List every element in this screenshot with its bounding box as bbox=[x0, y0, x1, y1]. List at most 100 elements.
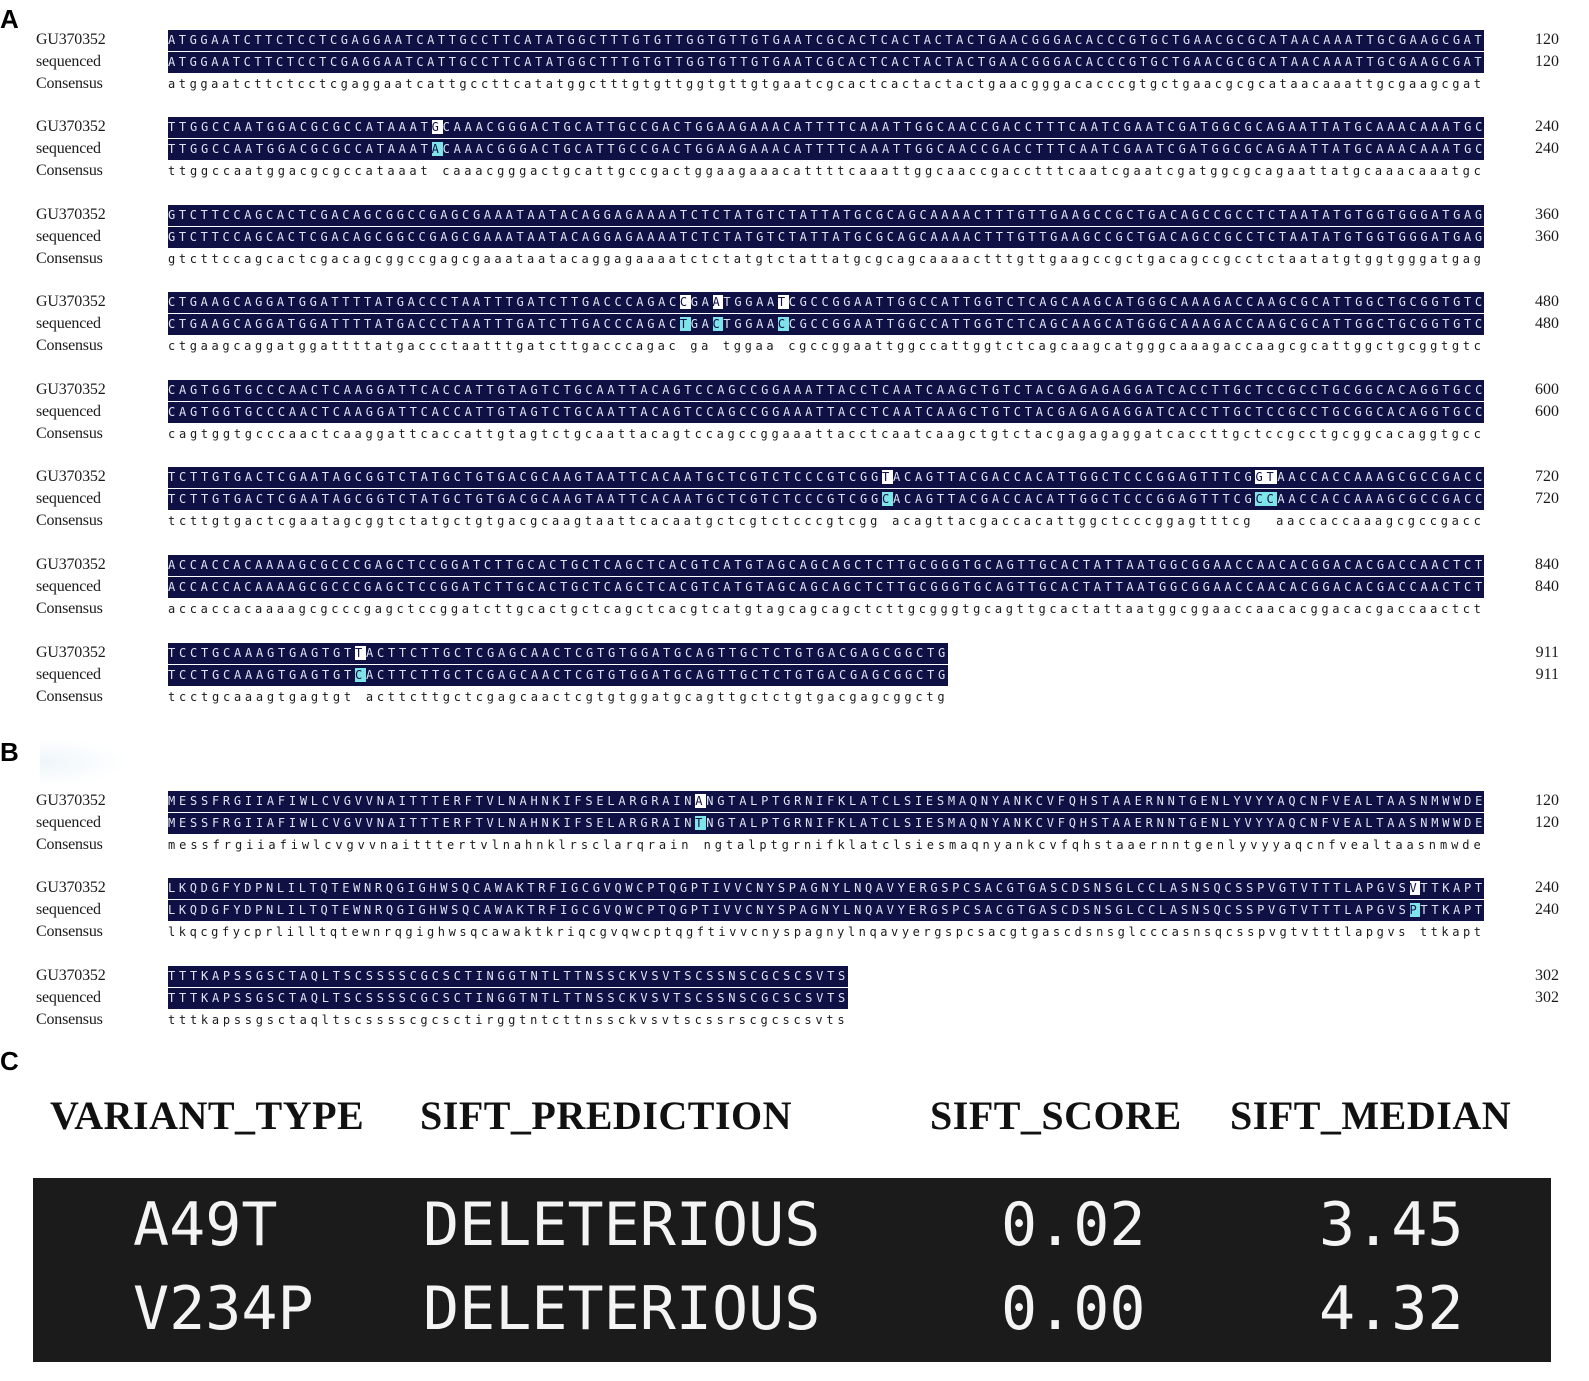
sequence-ref: TTTKAPSSGSCTAQLTSCSSSSCGCSCTINGGTNTLTTNS… bbox=[168, 966, 848, 987]
row-label-cons: Consensus bbox=[36, 923, 103, 940]
mismatch-highlight: C bbox=[1266, 492, 1278, 506]
position-number: 120 bbox=[1535, 53, 1559, 70]
sequence-ref: CTGAAGCAGGATGGATTTTATGACCCTAATTTGATCTTGA… bbox=[168, 292, 1484, 313]
mismatch-highlight: C bbox=[777, 317, 789, 331]
row-label-seq: sequenced bbox=[36, 989, 101, 1006]
sequence-seq: ACCACCACAAAAGCGCCCGAGCTCCGGATCTTGCACTGCT… bbox=[168, 577, 1484, 598]
row2-variant: V234P bbox=[133, 1274, 314, 1344]
mismatch-highlight: P bbox=[1409, 903, 1421, 917]
dna-block-3-ref-row: GU370352 GTCTTCCAGCACTCGACAGCGGCCGAGCGAAA… bbox=[0, 205, 1589, 227]
dna-block-4-seq-row: sequenced CTGAAGCAGGATGGATTTTATGACCCTAATT… bbox=[0, 314, 1589, 336]
row-label-seq: sequenced bbox=[36, 814, 101, 831]
position-number: 720 bbox=[1535, 490, 1559, 507]
sequence-seq: GTCTTCCAGCACTCGACAGCGGCCGAGCGAAATAATACAG… bbox=[168, 227, 1484, 248]
dna-block-7-seq-row: sequenced ACCACCACAAAAGCGCCCGAGCTCCGGATCT… bbox=[0, 577, 1589, 599]
protein-block-1-cons-row: Consensus messfrgiiafiwlcvgvvnaitttertvln… bbox=[0, 835, 1589, 857]
panel-label-c: C bbox=[0, 1046, 19, 1076]
row-label-cons: Consensus bbox=[36, 1011, 103, 1028]
protein-block-3-ref-row: GU370352 TTTKAPSSGSCTAQLTSCSSSSCGCSCTINGG… bbox=[0, 966, 1589, 988]
sequence-seq: TCTTGTGACTCGAATAGCGGTCTATGCTGTGACGCAAGTA… bbox=[168, 489, 1484, 510]
row1-score: 0.02 bbox=[1001, 1190, 1146, 1260]
sequence-ref: GTCTTCCAGCACTCGACAGCGGCCGAGCGAAATAATACAG… bbox=[168, 205, 1484, 226]
row-label-ref: GU370352 bbox=[36, 31, 106, 48]
protein-block-2-seq-row: sequenced LKQDGFYDPNLILTQTEWNRQGIGHWSQCAW… bbox=[0, 900, 1589, 922]
row1-prediction: DELETERIOUS bbox=[423, 1190, 821, 1260]
sequence-seq: TCCTGCAAAGTGAGTGTCACTTCTTGCTCGAGCAACTCGT… bbox=[168, 665, 948, 686]
mismatch-highlight: C bbox=[355, 668, 366, 682]
dna-block-5-seq-row: sequenced CAGTGGTGCCCAACTCAAGGATTCACCATTG… bbox=[0, 402, 1589, 424]
dna-block-1-cons-row: Consensus atggaatcttctcctcgaggaatcattgcct… bbox=[0, 74, 1589, 96]
position-number: 120 bbox=[1535, 814, 1559, 831]
position-number: 360 bbox=[1535, 228, 1559, 245]
position-number: 302 bbox=[1535, 967, 1559, 984]
sequence-cons: tcctgcaaagtgagtgt acttcttgctcgagcaactcgt… bbox=[168, 690, 948, 704]
sequence-ref: ATGGAATCTTCTCCTCGAGGAATCATTGCCTTCATATGGC… bbox=[168, 30, 1484, 51]
row-label-cons: Consensus bbox=[36, 512, 103, 529]
dna-block-2-cons-row: Consensus ttggccaatggacgcgccataaat caaacg… bbox=[0, 161, 1589, 183]
mismatch-reference: T bbox=[1266, 470, 1278, 484]
row-label-ref: GU370352 bbox=[36, 967, 106, 984]
header-variant-type: VARIANT_TYPE bbox=[50, 1093, 365, 1138]
sift-table-body: A49T DELETERIOUS 0.02 3.45 V234P DELETER… bbox=[33, 1178, 1551, 1362]
mismatch-highlight: T bbox=[679, 317, 691, 331]
position-number: 120 bbox=[1535, 792, 1559, 809]
dna-block-2-seq-row: sequenced TTGGCCAATGGACGCGCCATAAATACAAACG… bbox=[0, 139, 1589, 161]
protein-block-1-ref-row: GU370352 MESSFRGIIAFIWLCVGVVNAITTTERFTVLN… bbox=[0, 791, 1589, 813]
protein-block-1-seq-row: sequenced MESSFRGIIAFIWLCVGVVNAITTTERFTVL… bbox=[0, 813, 1589, 835]
dna-block-3-seq-row: sequenced GTCTTCCAGCACTCGACAGCGGCCGAGCGAA… bbox=[0, 227, 1589, 249]
mismatch-highlight: C bbox=[1255, 492, 1267, 506]
position-number: 120 bbox=[1535, 31, 1559, 48]
position-number: 720 bbox=[1535, 468, 1559, 485]
dna-block-4-cons-row: Consensus ctgaagcaggatggattttatgaccctaatt… bbox=[0, 336, 1589, 358]
sequence-ref: TTGGCCAATGGACGCGCCATAAATGCAAACGGGACTGCAT… bbox=[168, 117, 1484, 138]
row-label-ref: GU370352 bbox=[36, 118, 106, 135]
row-label-ref: GU370352 bbox=[36, 879, 106, 896]
sequence-cons: cagtggtgcccaactcaaggattcaccattgtagtctgca… bbox=[168, 427, 1484, 441]
dna-block-8-cons-row: Consensus tcctgcaaagtgagtgt acttcttgctcga… bbox=[0, 687, 1589, 709]
dna-block-1-seq-row: sequenced ATGGAATCTTCTCCTCGAGGAATCATTGCCT… bbox=[0, 52, 1589, 74]
sequence-cons: ttggccaatggacgcgccataaat caaacgggactgcat… bbox=[168, 164, 1484, 178]
row-label-cons: Consensus bbox=[36, 250, 103, 267]
row-label-seq: sequenced bbox=[36, 578, 101, 595]
row-label-seq: sequenced bbox=[36, 53, 101, 70]
row-label-cons: Consensus bbox=[36, 162, 103, 179]
row-label-seq: sequenced bbox=[36, 228, 101, 245]
position-number: 480 bbox=[1535, 293, 1559, 310]
sequence-ref: TCTTGTGACTCGAATAGCGGTCTATGCTGTGACGCAAGTA… bbox=[168, 467, 1484, 488]
sequence-ref: ACCACCACAAAAGCGCCCGAGCTCCGGATCTTGCACTGCT… bbox=[168, 555, 1484, 576]
row-label-cons: Consensus bbox=[36, 688, 103, 705]
mismatch-highlight: A bbox=[431, 142, 443, 156]
row-label-seq: sequenced bbox=[36, 901, 101, 918]
row-label-cons: Consensus bbox=[36, 836, 103, 853]
sequence-ref: MESSFRGIIAFIWLCVGVVNAITTTERFTVLNAHNKIFSE… bbox=[168, 791, 1484, 812]
dna-block-6-ref-row: GU370352 TCTTGTGACTCGAATAGCGGTCTATGCTGTGA… bbox=[0, 467, 1589, 489]
position-number: 360 bbox=[1535, 206, 1559, 223]
row-label-ref: GU370352 bbox=[36, 206, 106, 223]
position-number: 840 bbox=[1535, 578, 1559, 595]
row2-median: 4.32 bbox=[1319, 1274, 1464, 1344]
row-label-seq: sequenced bbox=[36, 403, 101, 420]
sequence-cons: atggaatcttctcctcgaggaatcattgccttcatatggc… bbox=[168, 77, 1484, 91]
position-number: 600 bbox=[1535, 381, 1559, 398]
row-label-seq: sequenced bbox=[36, 140, 101, 157]
dna-block-1-ref-row: GU370352 ATGGAATCTTCTCCTCGAGGAATCATTGCCTT… bbox=[0, 30, 1589, 52]
row-label-ref: GU370352 bbox=[36, 468, 106, 485]
decorative-fade bbox=[40, 737, 130, 787]
position-number: 240 bbox=[1535, 118, 1559, 135]
protein-block-3-seq-row: sequenced TTTKAPSSGSCTAQLTSCSSSSCGCSCTING… bbox=[0, 988, 1589, 1010]
sequence-cons: tcttgtgactcgaatagcggtctatgctgtgacgcaagta… bbox=[168, 514, 1484, 528]
protein-block-3-cons-row: Consensus tttkapssgsctaqltscsssscgcsctirg… bbox=[0, 1010, 1589, 1032]
dna-block-4-ref-row: GU370352 CTGAAGCAGGATGGATTTTATGACCCTAATTT… bbox=[0, 292, 1589, 314]
sequence-cons: ctgaagcaggatggattttatgaccctaatttgatcttga… bbox=[168, 339, 1484, 353]
sequence-cons: messfrgiiafiwlcvgvvnaitttertvlnahnklrscl… bbox=[168, 838, 1484, 852]
row1-variant: A49T bbox=[133, 1190, 278, 1260]
dna-block-3-cons-row: Consensus gtcttccagcactcgacagcggccgagcgaa… bbox=[0, 249, 1589, 271]
sequence-seq: LKQDGFYDPNLILTQTEWNRQGIGHWSQCAWAKTRFIGCG… bbox=[168, 900, 1484, 921]
sequence-seq: CTGAAGCAGGATGGATTTTATGACCCTAATTTGATCTTGA… bbox=[168, 314, 1484, 335]
sequence-ref: CAGTGGTGCCCAACTCAAGGATTCACCATTGTAGTCTGCA… bbox=[168, 380, 1484, 401]
position-number: 600 bbox=[1535, 403, 1559, 420]
panel-label-a: A bbox=[0, 4, 19, 34]
dna-block-5-cons-row: Consensus cagtggtgcccaactcaaggattcaccattg… bbox=[0, 424, 1589, 446]
sequence-cons: accaccacaaaagcgcccgagctccggatcttgcactgct… bbox=[168, 602, 1484, 616]
sequence-seq: TTGGCCAATGGACGCGCCATAAATACAAACGGGACTGCAT… bbox=[168, 139, 1484, 160]
